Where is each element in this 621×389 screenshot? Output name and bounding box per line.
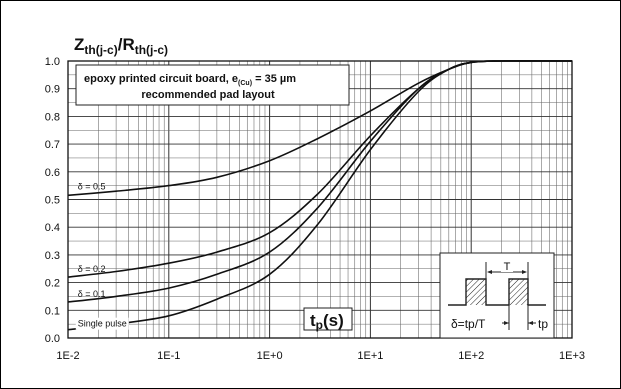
y-tick-label: 0.7 [45, 139, 60, 151]
y-title-sep: /R [118, 35, 135, 54]
series-label-bg [75, 317, 129, 330]
series-label-delta-0-5: δ = 0.5 [78, 181, 106, 191]
series-label-delta-0-2: δ = 0.2 [78, 264, 106, 274]
y-axis-title: Zth(j-c)/Rth(j-c) [74, 35, 168, 57]
inset-pulse-label: tp [538, 317, 548, 331]
x-axis-label: tp(s) [310, 311, 344, 332]
curve-single-pulse [67, 60, 573, 331]
plot-border [67, 60, 573, 339]
y-tick-label: 0.6 [45, 167, 60, 179]
y-tick-label: 0.4 [45, 222, 60, 234]
grid [67, 60, 573, 339]
annotation-line-2: recommended pad layout [141, 89, 275, 101]
series-labels: δ = 0.5 δ = 0.2 δ = 0.1 Single pulse [75, 181, 129, 330]
y-tick-label: 0.0 [45, 333, 60, 345]
y-tick-label: 0.8 [45, 111, 60, 123]
annotation-box [75, 64, 350, 106]
y-tick-label: 1.0 [45, 56, 60, 68]
y-tick-label: 0.9 [45, 84, 60, 96]
y-tick-label: 0.1 [45, 305, 60, 317]
x-tick-label: 1E-1 [157, 350, 180, 362]
inset-duty-label: δ=tp/T [451, 317, 486, 331]
x-tick-label: 1E+0 [257, 350, 283, 362]
inset-period-label: T [504, 261, 511, 273]
series-curves [67, 60, 573, 331]
pulse-inset: T δ=tp/T tp [439, 252, 555, 339]
y-tick-label: 0.2 [45, 278, 60, 290]
annotation-line-1: epoxy printed circuit board, e(Cu) = 35 … [84, 73, 296, 87]
x-tick-labels: 1E-2 1E-1 1E+0 1E+1 1E+2 1E+3 [56, 350, 585, 362]
y-title-main: Z [74, 35, 84, 54]
y-tick-labels: 0.0 0.1 0.2 0.3 0.4 0.5 0.6 0.7 0.8 0.9 1.0 [45, 56, 60, 345]
x-tick-label: 1E-2 [56, 350, 79, 362]
y-tick-label: 0.5 [45, 195, 60, 207]
series-label-single-pulse: Single pulse [78, 319, 127, 329]
x-tick-label: 1E+2 [458, 350, 484, 362]
x-tick-label: 1E+3 [559, 350, 585, 362]
series-label-delta-0-1: δ = 0.1 [78, 289, 106, 299]
y-title-main-sub: th(j-c) [84, 43, 117, 57]
x-axis-label-box [303, 307, 353, 331]
x-tick-label: 1E+1 [357, 350, 383, 362]
y-title-sep-sub: th(j-c) [135, 43, 168, 57]
y-tick-label: 0.3 [45, 250, 60, 262]
